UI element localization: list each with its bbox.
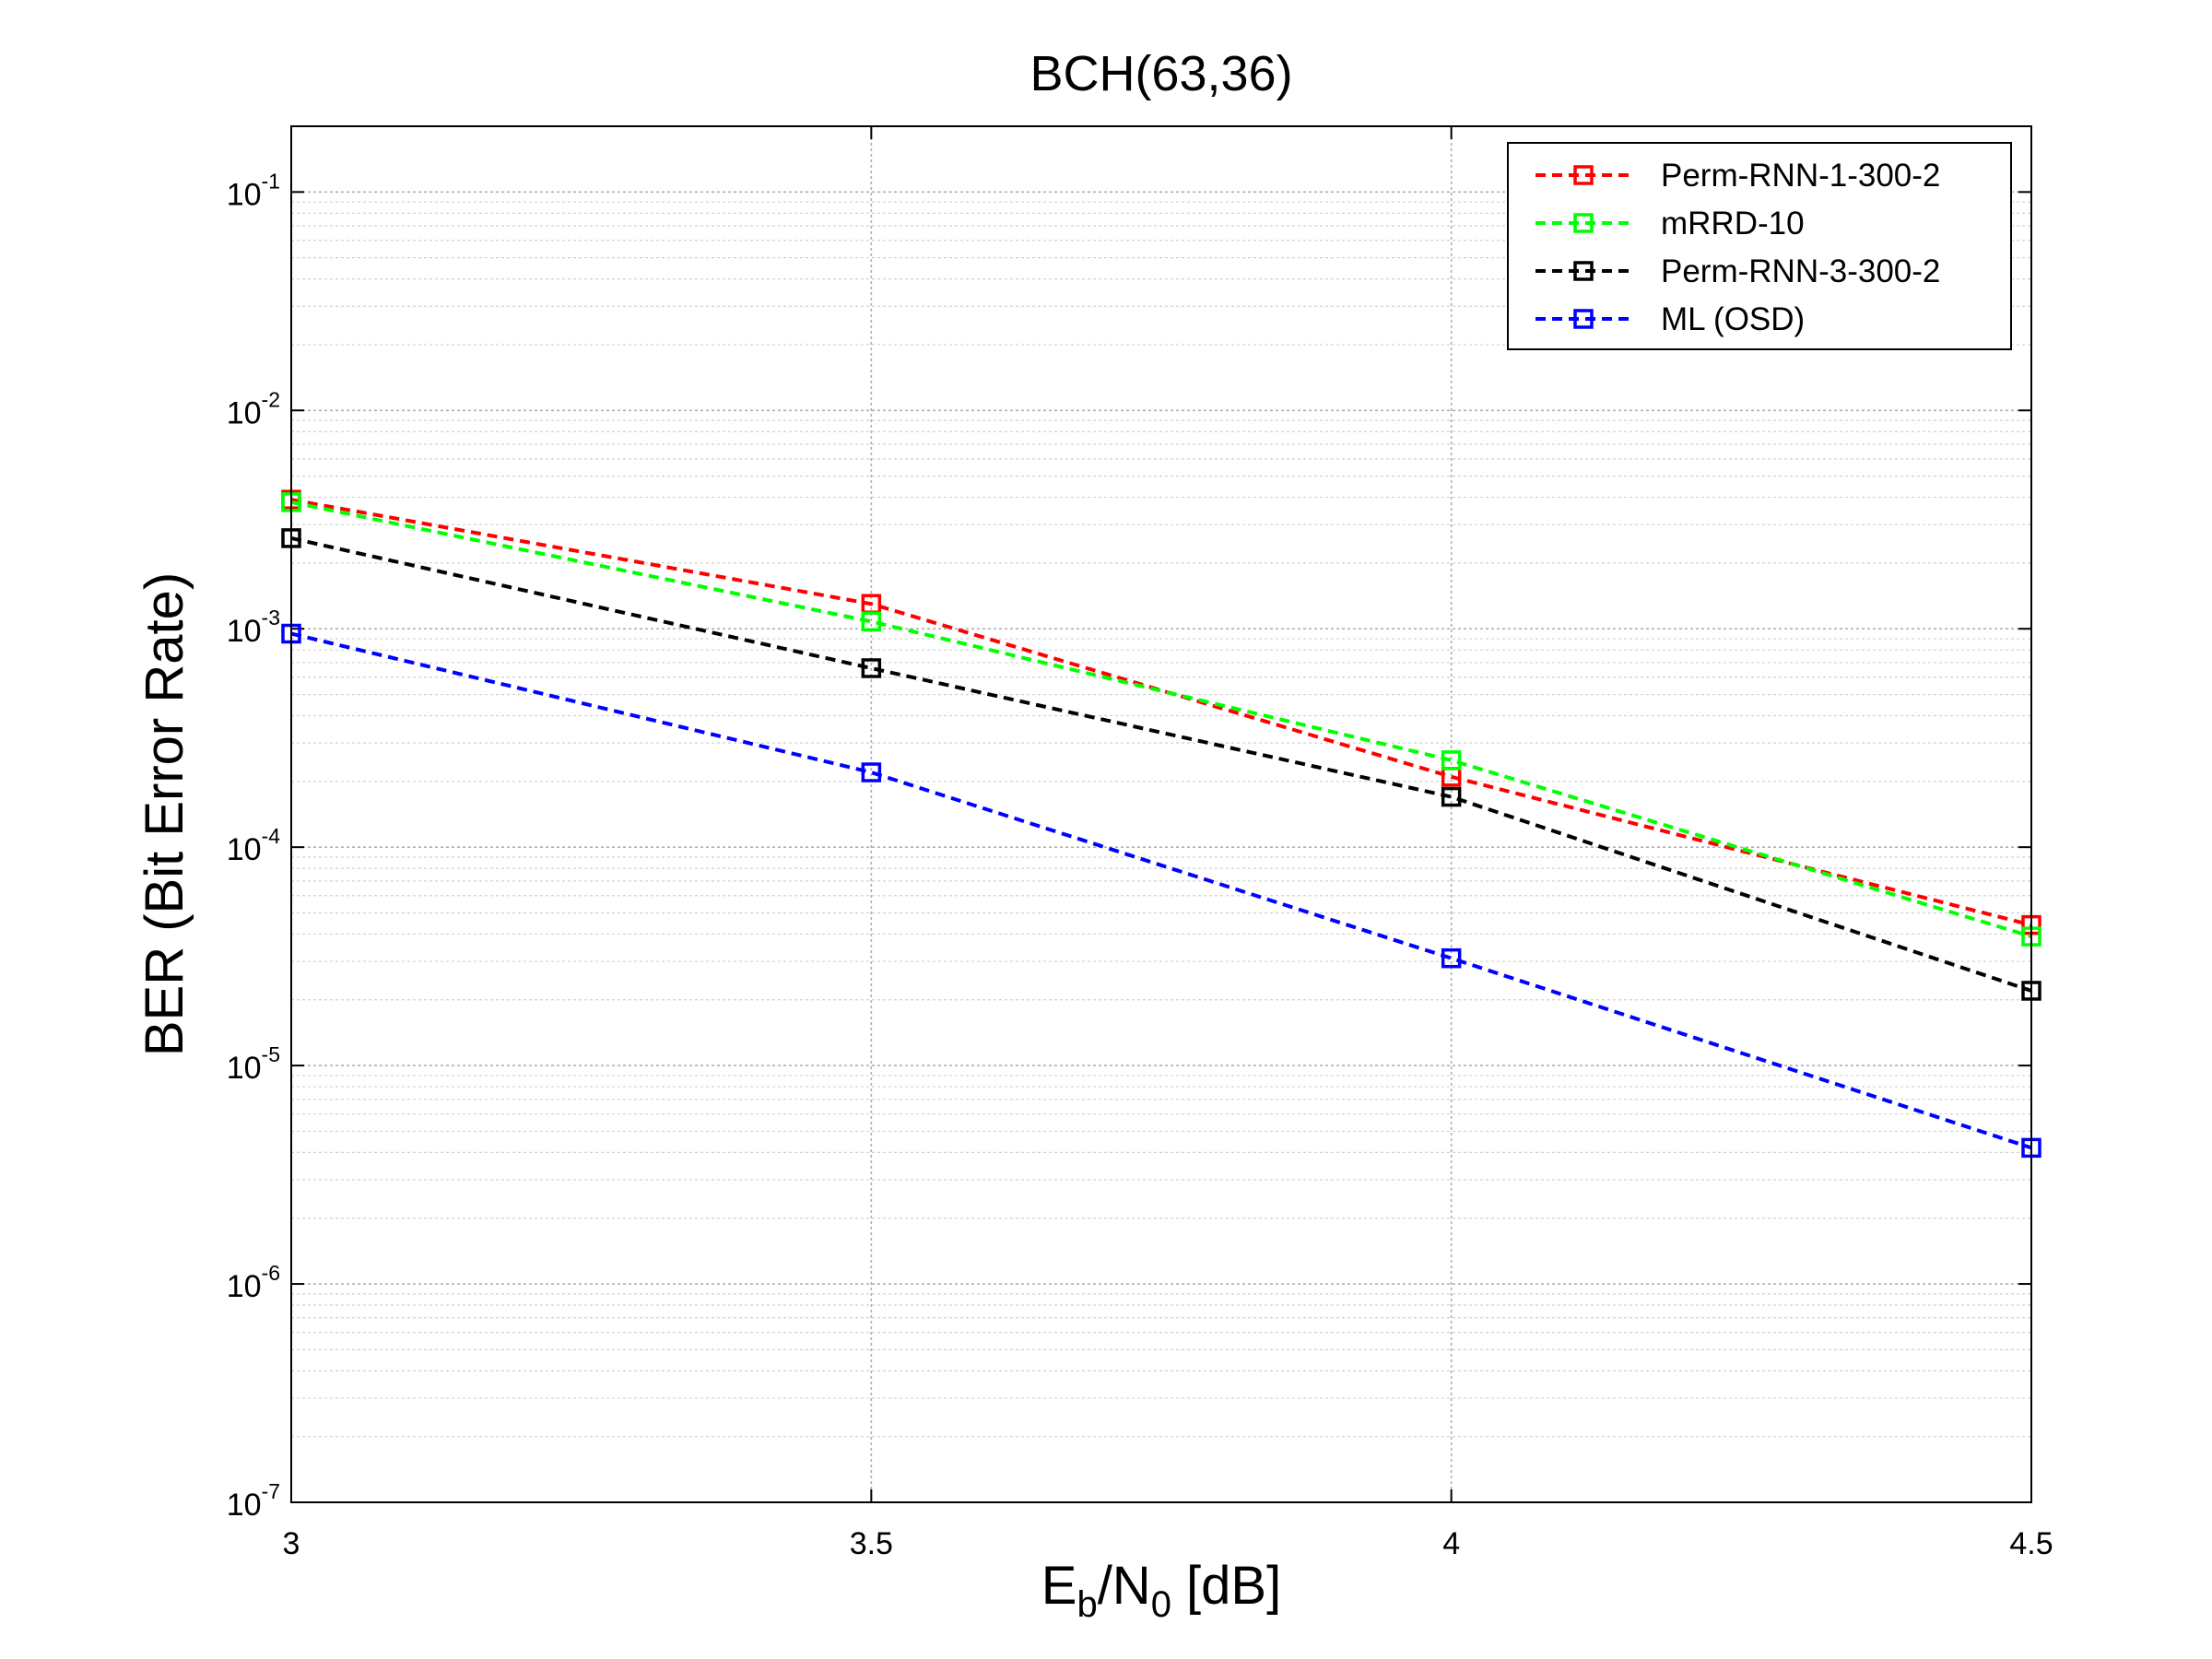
legend-label: Perm-RNN-1-300-2 xyxy=(1661,158,1940,194)
x-tick-label: 4.5 xyxy=(2009,1526,2053,1561)
x-axis-label-main: E xyxy=(1041,1556,1077,1616)
legend-marker xyxy=(1573,309,1594,329)
x-axis-label-tail: [dB] xyxy=(1171,1556,1281,1616)
y-tick-label: 10-7 xyxy=(227,1479,280,1523)
x-tick-label: 4 xyxy=(1442,1526,1460,1561)
y-axis-label: BER (Bit Error Rate) xyxy=(135,572,194,1056)
data-point xyxy=(1441,947,1462,969)
legend-item: Perm-RNN-1-300-2 xyxy=(1535,158,1940,194)
data-point xyxy=(1441,786,1462,807)
legend-marker xyxy=(1573,165,1594,185)
x-tick-label: 3.5 xyxy=(850,1526,893,1561)
x-axis-label: Eb/N0 [dB] xyxy=(1041,1556,1281,1625)
x-axis-label-slash: /N xyxy=(1098,1556,1151,1616)
series-line xyxy=(290,498,2032,927)
chart-title: BCH(63,36) xyxy=(1030,46,1292,101)
axis-ticks: 3 3.5 4 4.5 10-1 10-2 10-3 10-4 10-5 10-6 10-7 xyxy=(227,126,2053,1561)
x-tick-label: 3 xyxy=(283,1526,300,1561)
x-axis-label-sub1: b xyxy=(1077,1584,1097,1625)
legend-marker xyxy=(1573,261,1594,281)
legend-label: mRRD-10 xyxy=(1661,206,1805,241)
plot-background xyxy=(291,126,2031,1502)
y-tick-label: 10-5 xyxy=(227,1042,280,1086)
y-tick-label: 10-1 xyxy=(227,169,280,212)
data-point xyxy=(861,658,882,678)
x-axis-label-sub2: 0 xyxy=(1151,1584,1171,1625)
y-tick-label: 10-2 xyxy=(227,387,280,430)
plot-frame xyxy=(290,125,2032,1503)
data-point xyxy=(1441,750,1462,771)
data-point xyxy=(861,611,882,632)
legend-item: Perm-RNN-3-300-2 xyxy=(1535,253,1940,289)
series-line xyxy=(290,631,2032,1150)
y-tick-label: 10-6 xyxy=(227,1261,280,1304)
y-tick-label: 10-3 xyxy=(227,606,280,649)
legend-label: ML (OSD) xyxy=(1661,301,1805,337)
grid xyxy=(290,125,2032,1503)
legend-label: Perm-RNN-3-300-2 xyxy=(1661,253,1940,289)
legend: Perm-RNN-1-300-2 mRRD-10 Perm-RNN-3-300-2 M… xyxy=(1507,142,2012,350)
legend-item: ML (OSD) xyxy=(1535,301,1805,337)
series-line xyxy=(290,535,2032,993)
y-tick-label: 10-4 xyxy=(227,824,280,867)
legend-marker xyxy=(1573,213,1594,233)
legend-item: mRRD-10 xyxy=(1535,206,1805,241)
data-point xyxy=(861,762,882,782)
